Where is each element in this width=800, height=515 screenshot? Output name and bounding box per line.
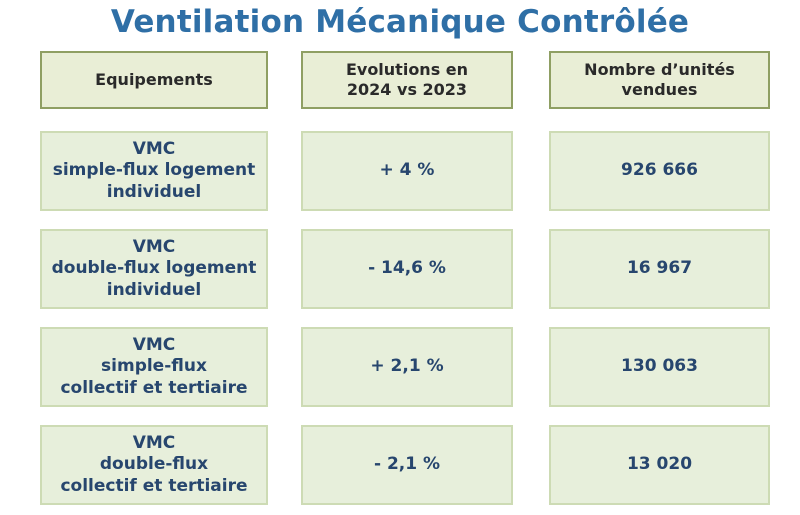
column-header-equipements: Equipements [40, 51, 268, 109]
row-3-evolution: + 2,1 % [301, 327, 513, 407]
row-1-equipement: VMC simple-flux logement individuel [40, 131, 268, 211]
row-2-evolution: - 14,6 % [301, 229, 513, 309]
row-3-equipement: VMC simple-flux collectif et tertiaire [40, 327, 268, 407]
page-title: Ventilation Mécanique Contrôlée [110, 4, 690, 40]
row-1-unites: 926 666 [549, 131, 770, 211]
row-1-evolution: + 4 % [301, 131, 513, 211]
column-header-unites: Nombre d’unités vendues [549, 51, 770, 109]
row-2-unites: 16 967 [549, 229, 770, 309]
row-4-unites: 13 020 [549, 425, 770, 505]
column-header-evolutions: Evolutions en 2024 vs 2023 [301, 51, 513, 109]
row-4-equipement: VMC double-flux collectif et tertiaire [40, 425, 268, 505]
row-4-evolution: - 2,1 % [301, 425, 513, 505]
row-3-unites: 130 063 [549, 327, 770, 407]
row-2-equipement: VMC double-flux logement individuel [40, 229, 268, 309]
